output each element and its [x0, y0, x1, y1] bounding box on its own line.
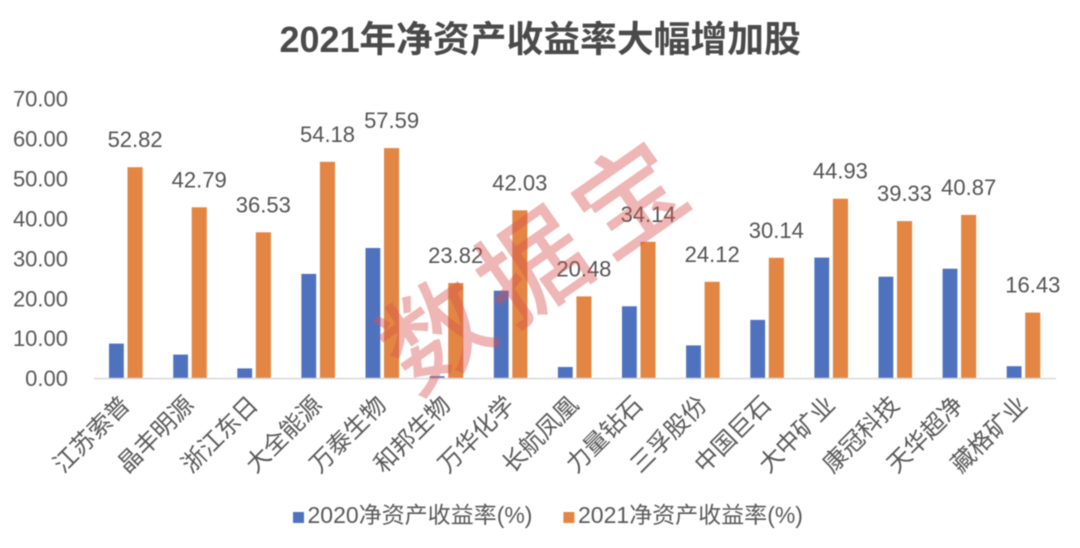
svg-text:23.82: 23.82: [428, 243, 483, 268]
svg-text:39.33: 39.33: [877, 181, 932, 206]
svg-text:30.00: 30.00: [13, 246, 68, 271]
svg-text:10.00: 10.00: [13, 326, 68, 351]
svg-text:42.03: 42.03: [492, 170, 547, 195]
svg-text:60.00: 60.00: [13, 127, 68, 152]
svg-text:52.82: 52.82: [108, 127, 163, 152]
svg-text:2021: 2021: [578, 502, 629, 528]
svg-text:40.87: 40.87: [941, 175, 996, 200]
svg-text:36.53: 36.53: [236, 192, 291, 217]
svg-text:(%): (%): [497, 502, 533, 528]
svg-text:20.00: 20.00: [13, 286, 68, 311]
svg-text:40.00: 40.00: [13, 206, 68, 231]
svg-text:70.00: 70.00: [13, 87, 68, 112]
svg-text:42.79: 42.79: [172, 167, 227, 192]
svg-text:30.14: 30.14: [749, 218, 804, 243]
svg-text:(%): (%): [767, 502, 803, 528]
svg-text:57.59: 57.59: [364, 108, 419, 133]
svg-text:44.93: 44.93: [813, 159, 868, 184]
svg-text:2021: 2021: [280, 19, 360, 60]
svg-text:0.00: 0.00: [25, 366, 68, 391]
svg-text:2020: 2020: [308, 502, 359, 528]
svg-text:54.18: 54.18: [300, 122, 355, 147]
svg-text:50.00: 50.00: [13, 166, 68, 191]
svg-text:16.43: 16.43: [1005, 273, 1060, 298]
svg-text:24.12: 24.12: [685, 242, 740, 267]
